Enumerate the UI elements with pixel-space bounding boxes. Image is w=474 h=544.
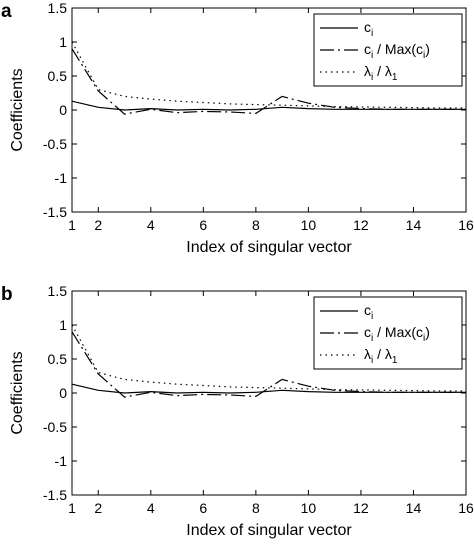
panel-label: a bbox=[1, 1, 12, 22]
x-tick-label: 6 bbox=[199, 500, 207, 516]
x-tick-label: 2 bbox=[94, 500, 102, 516]
y-tick-label: -1 bbox=[55, 453, 68, 469]
x-tick-label: 8 bbox=[252, 217, 260, 233]
legend-label-1: ci bbox=[364, 302, 373, 322]
legend-label-2: ci / Max(ci) bbox=[364, 324, 430, 344]
series-line-1 bbox=[71, 383, 466, 394]
y-tick-label: 0 bbox=[59, 102, 67, 118]
y-tick-label: 1 bbox=[59, 317, 67, 333]
x-tick-label: 16 bbox=[458, 217, 474, 233]
series-line-2 bbox=[71, 48, 466, 115]
x-tick-label: 12 bbox=[353, 500, 369, 516]
x-tick-label: 10 bbox=[301, 500, 317, 516]
y-tick-label: -1.5 bbox=[43, 204, 67, 220]
x-tick-label: 10 bbox=[301, 217, 317, 233]
y-tick-label: 1 bbox=[59, 34, 67, 50]
x-tick-label: 14 bbox=[406, 217, 422, 233]
x-tick-label: 8 bbox=[252, 500, 260, 516]
y-axis-label: Coefficients bbox=[9, 68, 26, 151]
series-line-3 bbox=[71, 41, 466, 109]
y-tick-label: -0.5 bbox=[43, 136, 67, 152]
series-line-1 bbox=[71, 100, 466, 111]
legend-label-1: ci bbox=[364, 19, 373, 39]
y-axis-label: Coefficients bbox=[9, 351, 26, 434]
x-tick-label: 16 bbox=[458, 500, 474, 516]
legend-label-2: ci / Max(ci) bbox=[364, 41, 430, 61]
x-tick-label: 1 bbox=[68, 500, 76, 516]
x-tick-label: 2 bbox=[94, 217, 102, 233]
y-tick-label: 0.5 bbox=[48, 68, 68, 84]
legend-label-3: λi / λ1 bbox=[364, 63, 398, 83]
x-tick-label: 4 bbox=[147, 500, 155, 516]
y-tick-label: -0.5 bbox=[43, 419, 67, 435]
y-tick-label: 1.5 bbox=[48, 0, 68, 16]
x-tick-label: 12 bbox=[353, 217, 369, 233]
x-tick-label: 1 bbox=[68, 217, 76, 233]
panel-label: b bbox=[1, 284, 13, 305]
series-line-3 bbox=[71, 324, 466, 392]
x-tick-label: 6 bbox=[199, 217, 207, 233]
x-axis-label: Index of singular vector bbox=[186, 239, 352, 256]
y-tick-label: -1 bbox=[55, 170, 68, 186]
y-tick-label: -1.5 bbox=[43, 487, 67, 503]
y-tick-label: 0 bbox=[59, 385, 67, 401]
x-axis-label: Index of singular vector bbox=[186, 522, 352, 539]
x-tick-label: 14 bbox=[406, 500, 422, 516]
y-tick-label: 1.5 bbox=[48, 283, 68, 299]
legend-label-3: λi / λ1 bbox=[364, 346, 398, 366]
x-tick-label: 4 bbox=[147, 217, 155, 233]
y-tick-label: 0.5 bbox=[48, 351, 68, 367]
series-line-2 bbox=[71, 331, 466, 398]
